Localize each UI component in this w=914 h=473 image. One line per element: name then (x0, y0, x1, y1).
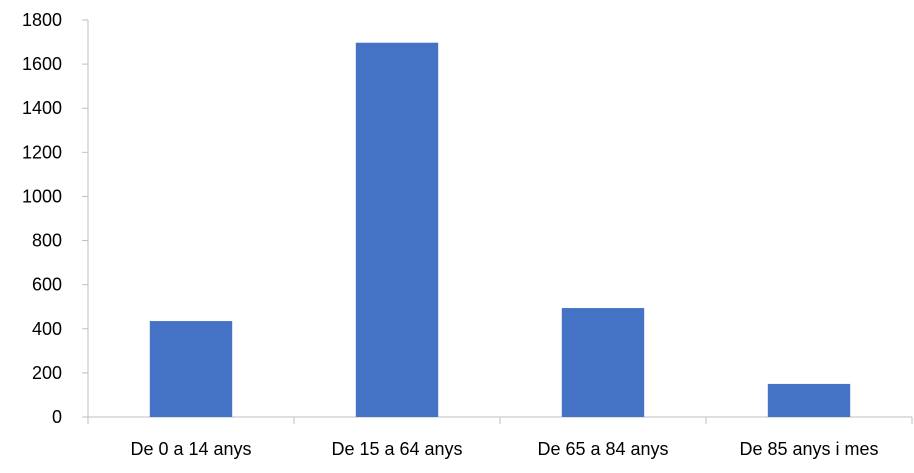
y-tick-label: 400 (32, 319, 62, 339)
y-tick-label: 1800 (22, 10, 62, 30)
y-tick-label: 1400 (22, 98, 62, 118)
x-category-label: De 85 anys i mes (739, 439, 878, 459)
bar (149, 321, 233, 417)
x-category-label: De 0 a 14 anys (130, 439, 251, 459)
y-tick-label: 800 (32, 231, 62, 251)
bar (355, 42, 439, 417)
bars (149, 42, 851, 417)
y-tick-label: 600 (32, 275, 62, 295)
bar (767, 383, 851, 417)
x-category-label: De 65 a 84 anys (537, 439, 668, 459)
y-tick-label: 1600 (22, 54, 62, 74)
bar (561, 308, 645, 417)
y-tick-label: 1200 (22, 142, 62, 162)
x-axis: De 0 a 14 anys De 15 a 64 anys De 65 a 84 … (87, 416, 913, 459)
y-tick-label: 0 (52, 407, 62, 427)
y-tick-label: 1000 (22, 186, 62, 206)
y-axis: 0 200 400 600 800 1000 1200 1400 1600 1800 (22, 10, 89, 427)
y-tick-label: 200 (32, 363, 62, 383)
x-category-label: De 15 a 64 anys (331, 439, 462, 459)
